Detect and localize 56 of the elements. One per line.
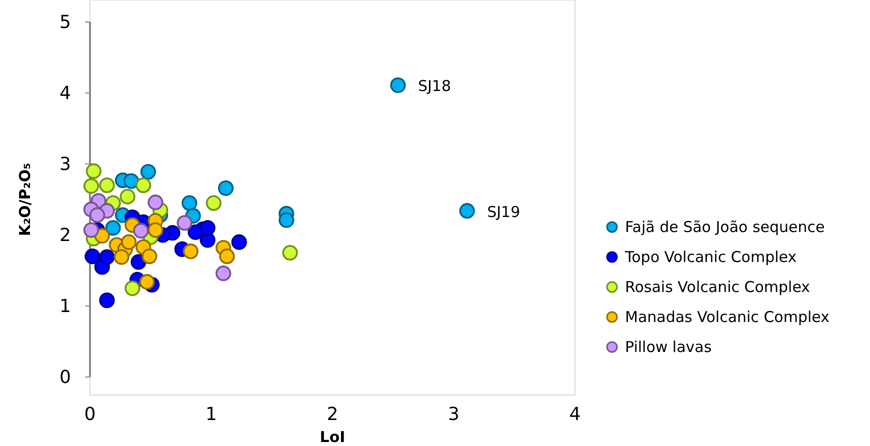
point: [136, 178, 152, 194]
point: [206, 195, 222, 211]
point: [148, 194, 164, 210]
point: [218, 180, 234, 196]
legend-label: Manadas Volcanic Complex: [625, 308, 830, 326]
y-tick-label: 0: [60, 366, 71, 388]
annotation: SJ19: [487, 202, 520, 221]
point: [83, 222, 100, 238]
x-tick-label: 2: [326, 404, 338, 425]
point: [282, 244, 298, 261]
point: [182, 244, 198, 260]
point: [148, 222, 164, 238]
x-tick-label: 1: [206, 404, 217, 425]
point: [99, 178, 115, 194]
y-tick-label: 3: [60, 154, 71, 175]
point: [219, 248, 235, 264]
point: [123, 173, 140, 189]
point: [200, 220, 216, 236]
point: [182, 195, 198, 211]
legend-label: Pillow lavas: [625, 338, 712, 356]
annotation: SJ18: [418, 77, 452, 96]
y-tick-label: 2: [60, 224, 71, 246]
y-tick-label: 5: [60, 12, 71, 33]
point: [459, 203, 475, 219]
legend-label: Rosais Volcanic Complex: [625, 278, 810, 296]
point: [139, 274, 155, 290]
point: [176, 215, 192, 231]
x-tick-label: 0: [84, 404, 96, 425]
point: [142, 248, 158, 264]
point: [216, 266, 232, 282]
x-tick-label: 4: [569, 404, 581, 425]
point: [105, 220, 121, 236]
point: [231, 234, 247, 250]
point: [124, 280, 140, 296]
point: [99, 292, 115, 308]
point: [390, 77, 406, 93]
point: [99, 249, 115, 265]
y-tick-label: 1: [60, 296, 71, 317]
point: [94, 228, 110, 244]
point: [120, 188, 136, 204]
point: [89, 207, 106, 223]
point: [133, 222, 149, 239]
point: [84, 248, 100, 264]
point: [83, 178, 100, 194]
legend-label: Fajã de São João sequence: [625, 218, 825, 236]
x-tick-label: 3: [448, 404, 460, 425]
point: [188, 224, 204, 240]
legend-label: Topo Volcanic Complex: [624, 248, 797, 266]
point: [120, 234, 137, 250]
point: [278, 212, 294, 228]
point: [114, 249, 130, 265]
y-axis-title: K₂O/P₂O₅: [16, 162, 34, 236]
y-tick-label: 4: [60, 82, 71, 104]
x-axis-title: LoI: [320, 428, 346, 446]
point: [140, 164, 156, 180]
point: [86, 163, 102, 179]
